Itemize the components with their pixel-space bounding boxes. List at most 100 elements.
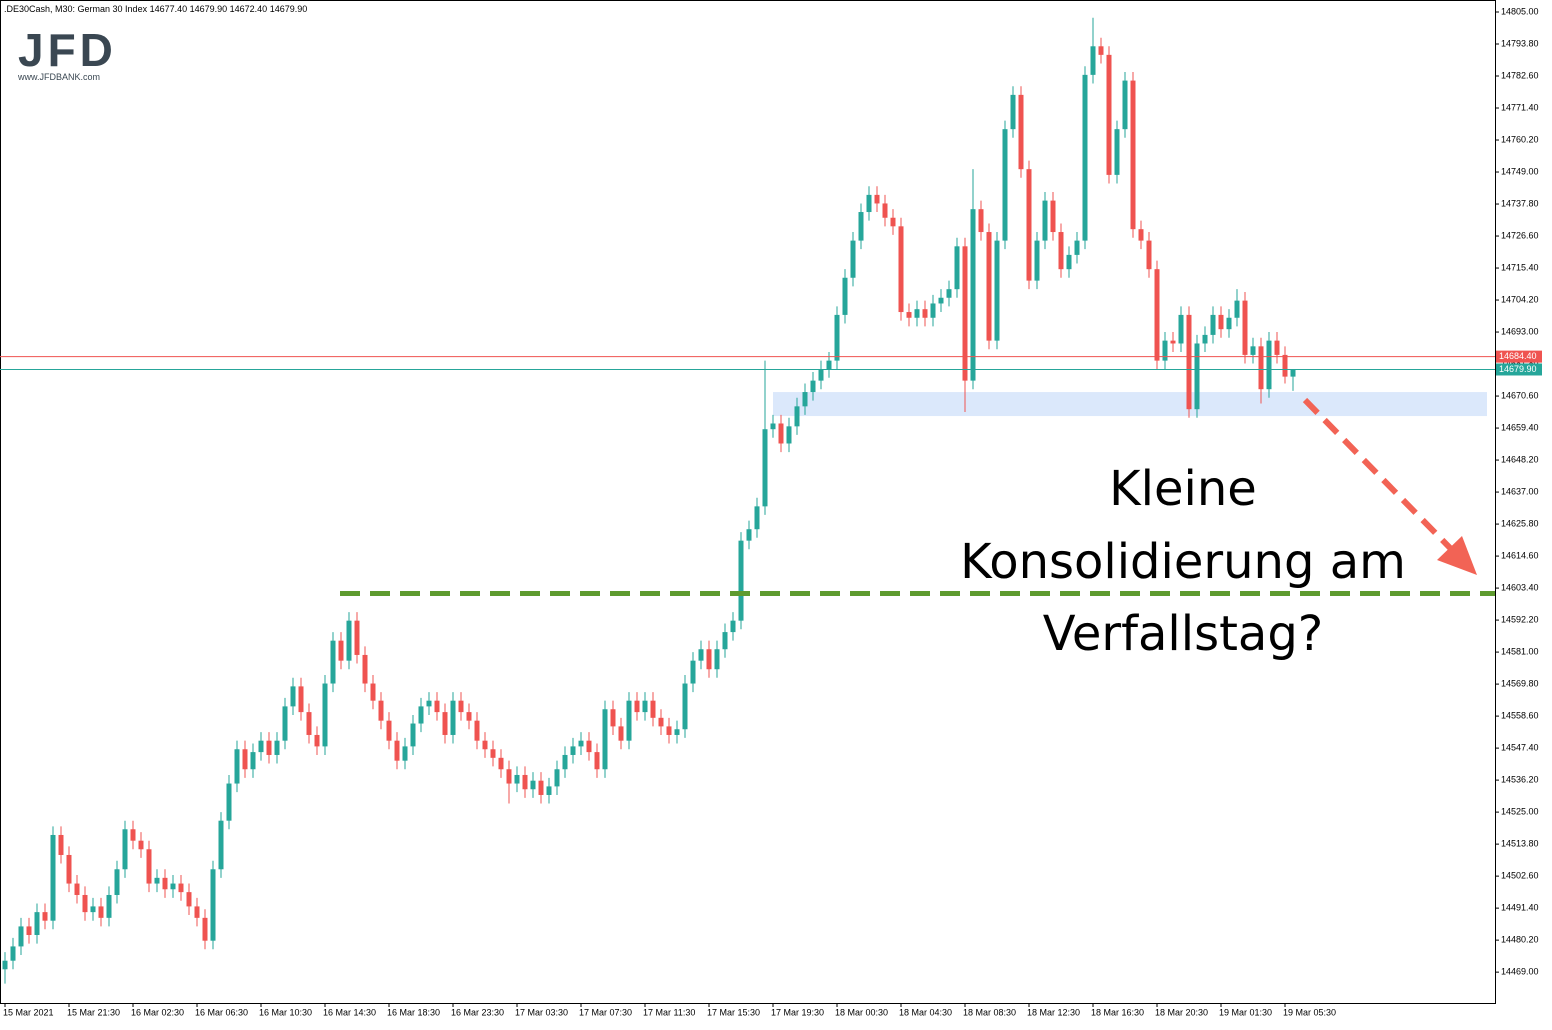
candle-body	[138, 840, 144, 850]
candle-body	[986, 232, 992, 341]
candle-body	[778, 423, 784, 444]
candle-body	[802, 392, 808, 407]
candle-body	[1106, 54, 1112, 175]
candle-body	[498, 757, 504, 770]
y-tick-label: 14782.60	[1501, 70, 1539, 80]
candle-body	[346, 620, 352, 661]
candle-body	[1034, 240, 1040, 281]
candle-body	[1290, 369, 1296, 377]
y-tick-label: 14614.60	[1501, 550, 1539, 560]
annotation-line: Konsolidierung am	[960, 534, 1406, 590]
candle-body	[1178, 314, 1184, 344]
candle-body	[1130, 80, 1136, 230]
candle-body	[1002, 129, 1008, 241]
candle-body	[114, 869, 120, 895]
candle-body	[66, 854, 72, 884]
candle-body	[266, 740, 272, 755]
candle-body	[218, 820, 224, 870]
candle-body	[258, 740, 264, 753]
y-tick-label: 14637.00	[1501, 486, 1539, 496]
x-tick-label: 17 Mar 19:30	[771, 1007, 824, 1017]
candle-body	[10, 946, 16, 961]
candle-body	[242, 749, 248, 770]
candle-body	[1082, 74, 1088, 241]
candle-body	[1018, 94, 1024, 170]
price-label: 14679.90	[1499, 364, 1537, 374]
candle-body	[1234, 300, 1240, 318]
candle-body	[162, 877, 168, 890]
candle-body	[882, 203, 888, 218]
candle-body	[954, 246, 960, 290]
candle-body	[730, 620, 736, 633]
y-tick-label: 14793.80	[1501, 38, 1539, 48]
x-tick-label: 18 Mar 08:30	[963, 1007, 1016, 1017]
x-tick-label: 17 Mar 07:30	[579, 1007, 632, 1017]
candle-body	[570, 746, 576, 755]
candle-body	[402, 746, 408, 761]
candle-body	[642, 700, 648, 713]
y-tick-label: 14726.60	[1501, 230, 1539, 240]
x-tick-label: 19 Mar 01:30	[1219, 1007, 1272, 1017]
candle-body	[154, 877, 160, 884]
y-tick-label: 14648.20	[1501, 454, 1539, 464]
candle-body	[362, 654, 368, 684]
candle-body	[682, 683, 688, 730]
candle-body	[762, 429, 768, 507]
candle-body	[282, 706, 288, 741]
candle-body	[818, 369, 824, 381]
x-tick-label: 19 Mar 05:30	[1283, 1007, 1336, 1017]
candle-body	[90, 906, 96, 913]
candle-body	[602, 709, 608, 770]
candle-body	[562, 754, 568, 770]
y-tick-label: 14659.40	[1501, 422, 1539, 432]
candle-body	[938, 297, 944, 304]
y-tick-label: 14693.00	[1501, 326, 1539, 336]
x-tick-label: 17 Mar 03:30	[515, 1007, 568, 1017]
candle-body	[106, 894, 112, 918]
y-tick-label: 14715.40	[1501, 262, 1539, 272]
candle-body	[922, 309, 928, 318]
candle-body	[514, 774, 520, 784]
candle-body	[754, 506, 760, 530]
candle-body	[170, 883, 176, 890]
price-label-bg	[1496, 350, 1542, 363]
candle-body	[18, 926, 24, 947]
candle-body	[914, 309, 920, 318]
candle-body	[690, 660, 696, 684]
candle-body	[1266, 340, 1272, 390]
candle-body	[826, 360, 832, 370]
candle-body	[2, 960, 8, 970]
candle-body	[1138, 229, 1144, 241]
chart-header: .DE30Cash, M30: German 30 Index 14677.40…	[4, 4, 307, 14]
price-label-bg	[1496, 363, 1542, 376]
x-tick-label: 15 Mar 21:30	[67, 1007, 120, 1017]
candle-body	[370, 683, 376, 701]
x-tick-label: 18 Mar 16:30	[1091, 1007, 1144, 1017]
candle-body	[1074, 240, 1080, 255]
candle-body	[226, 783, 232, 821]
candle-body	[474, 720, 480, 741]
y-tick-label: 14525.00	[1501, 806, 1539, 816]
candle-body	[378, 700, 384, 721]
y-tick-label: 14480.20	[1501, 935, 1539, 945]
candle-body	[898, 226, 904, 313]
candle-body	[738, 540, 744, 621]
x-tick-label: 15 Mar 2021	[3, 1007, 54, 1017]
candle-body	[434, 700, 440, 713]
candle-body	[850, 240, 856, 278]
candle-body	[1058, 232, 1064, 270]
candle-body	[1026, 169, 1032, 281]
candle-body	[1050, 200, 1056, 233]
candle-body	[178, 883, 184, 893]
candle-body	[666, 726, 672, 735]
candle-body	[1202, 334, 1208, 344]
candle-body	[306, 712, 312, 735]
candle-body	[274, 740, 280, 755]
candle-body	[298, 686, 304, 713]
x-tick-label: 18 Mar 12:30	[1027, 1007, 1080, 1017]
candle-body	[1258, 346, 1264, 390]
candle-body	[410, 723, 416, 747]
y-tick-label: 14581.00	[1501, 646, 1539, 656]
candle-body	[994, 240, 1000, 341]
x-tick-label: 17 Mar 11:30	[643, 1007, 695, 1017]
